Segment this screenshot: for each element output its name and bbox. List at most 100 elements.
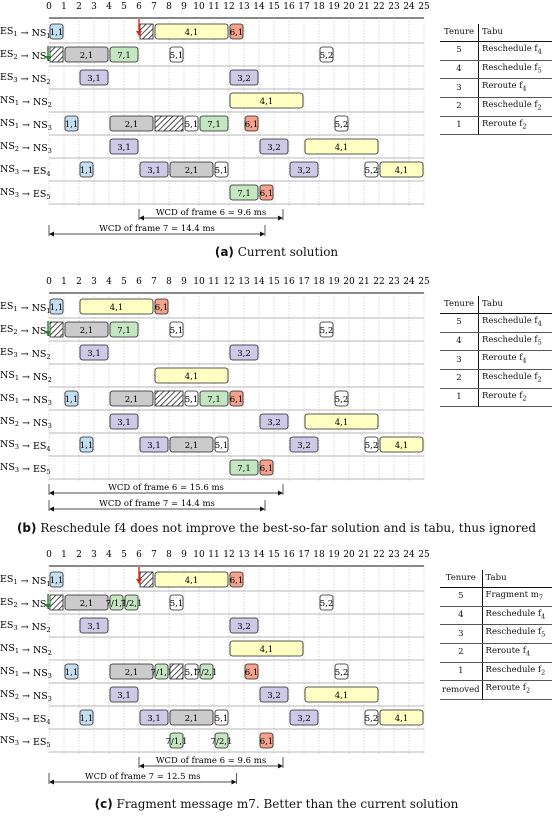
time-tick-label: 0 (46, 2, 52, 12)
arrowhead-right-icon (278, 490, 283, 496)
frame-block (79, 161, 94, 178)
tabu-move: Reschedule f5 (478, 60, 552, 80)
frame-label: 5,2 (335, 668, 349, 678)
frame-block (184, 115, 199, 132)
frame-block (214, 436, 229, 453)
tabu-row: 5 Reschedule f4 (440, 313, 552, 333)
frame-block (379, 161, 424, 178)
frame-label: 4,1 (335, 418, 349, 428)
time-tick-label: 17 (298, 2, 310, 12)
frame-block (79, 344, 109, 361)
tenure-value: 3 (440, 350, 479, 371)
time-tick-label: 20 (343, 277, 355, 287)
tenure-value: 5 (440, 41, 479, 61)
time-tick-label: 14 (253, 277, 265, 287)
frame-block (109, 115, 154, 132)
frame-label: 1,1 (65, 120, 79, 130)
frame-block (259, 732, 274, 749)
frame-block (229, 617, 259, 634)
tenure-value: 1 (440, 116, 479, 136)
guard-band-block (49, 46, 64, 63)
time-tick-label: 13 (238, 550, 250, 560)
frame-block (109, 138, 139, 155)
caption-text: Fragment message m7. Better than the cur… (112, 797, 459, 811)
frame-block (109, 390, 154, 407)
tabu-row: 4 Reschedule f5 (440, 332, 552, 352)
panel-caption: (c) Fragment message m7. Better than the… (0, 797, 553, 811)
frame-label: 5,2 (365, 714, 379, 724)
frame-label: 2,1 (185, 441, 199, 451)
time-tick-label: 4 (106, 277, 112, 287)
frame-label: 7/2,1 (211, 737, 233, 747)
tenure-value: 4 (440, 332, 479, 352)
frame-block (259, 459, 274, 476)
frame-block (49, 23, 64, 40)
time-tick-label: 14 (253, 550, 265, 560)
time-tick-label: 11 (208, 2, 219, 12)
frame-block (199, 663, 214, 680)
time-tick-label: 25 (418, 2, 430, 12)
frame-block (154, 298, 169, 315)
frame-block (319, 46, 334, 63)
time-tick-label: 18 (313, 550, 325, 560)
frame-label: 4,1 (395, 166, 409, 176)
frame-block (304, 413, 379, 430)
frame-label: 5,2 (320, 51, 334, 61)
link-label: NS3 → ES4 (0, 439, 51, 453)
frame-block (184, 390, 199, 407)
frame-label: 5,1 (215, 714, 229, 724)
tabu-row: 2 Reschedule f2 (440, 97, 552, 117)
frame-block (244, 663, 259, 680)
frame-label: 7/2,1 (121, 599, 143, 609)
frame-label: 2,1 (125, 668, 139, 678)
frame-label: 3,2 (297, 441, 311, 451)
time-tick-label: 12 (223, 277, 234, 287)
frame-block (139, 709, 169, 726)
time-tick-label: 0 (46, 277, 52, 287)
tenure-value: 1 (440, 388, 479, 408)
link-label: ES3 → NS2 (0, 347, 51, 361)
frame-block (214, 709, 229, 726)
frame-label: 6,1 (230, 395, 244, 405)
tenure-value: 2 (440, 97, 479, 117)
frame-label: 5,1 (215, 166, 229, 176)
frame-block (379, 709, 424, 726)
link-label: NS1 → NS2 (0, 643, 52, 657)
time-tick-label: 10 (193, 277, 205, 287)
frame-label: 4,1 (110, 303, 124, 313)
frame-label: 7,1 (117, 51, 131, 61)
frame-block (259, 413, 289, 430)
time-tick-label: 23 (388, 2, 400, 12)
frame-block (259, 138, 289, 155)
guard-band-block (139, 571, 154, 588)
frame-label: 4,1 (395, 441, 409, 451)
frame-block (49, 571, 64, 588)
tabu-row: 5 Reschedule f4 (440, 41, 552, 61)
time-tick-label: 2 (76, 550, 82, 560)
frame-label: 7,1 (237, 464, 251, 474)
frame-block (169, 321, 184, 338)
time-tick-label: 25 (418, 550, 430, 560)
frame-label: 5,2 (335, 395, 349, 405)
frame-block (169, 709, 214, 726)
frame-block (169, 732, 184, 749)
time-tick-label: 8 (166, 277, 172, 287)
frame-label: 7,1 (207, 395, 221, 405)
frame-label: 7,1 (207, 120, 221, 130)
frame-label: 2,1 (185, 714, 199, 724)
tenure-header: Tenure (440, 570, 483, 588)
tenure-value: 4 (440, 606, 483, 626)
frame-label: 2,1 (80, 326, 94, 336)
panel-3: 0 1 2 3 4 5 6 7 8 9 10 11 12 13 14 15 16 17 18 19 20 21 22 23 24… (0, 550, 430, 785)
frame-block (214, 161, 229, 178)
tabu-move: Fragment m7 (482, 587, 552, 607)
time-tick-label: 22 (373, 2, 384, 12)
link-label: ES1 → NS1 (0, 26, 51, 40)
wcd-label: WCD of frame 7 = 12.5 ms (85, 772, 201, 782)
time-tick-label: 12 (223, 550, 234, 560)
frame-block (64, 321, 109, 338)
tabu-move: Reschedule f4 (478, 313, 552, 333)
arrowhead-right-icon (278, 763, 283, 769)
frame-label: 7,1 (117, 326, 131, 336)
time-tick-label: 10 (193, 550, 205, 560)
